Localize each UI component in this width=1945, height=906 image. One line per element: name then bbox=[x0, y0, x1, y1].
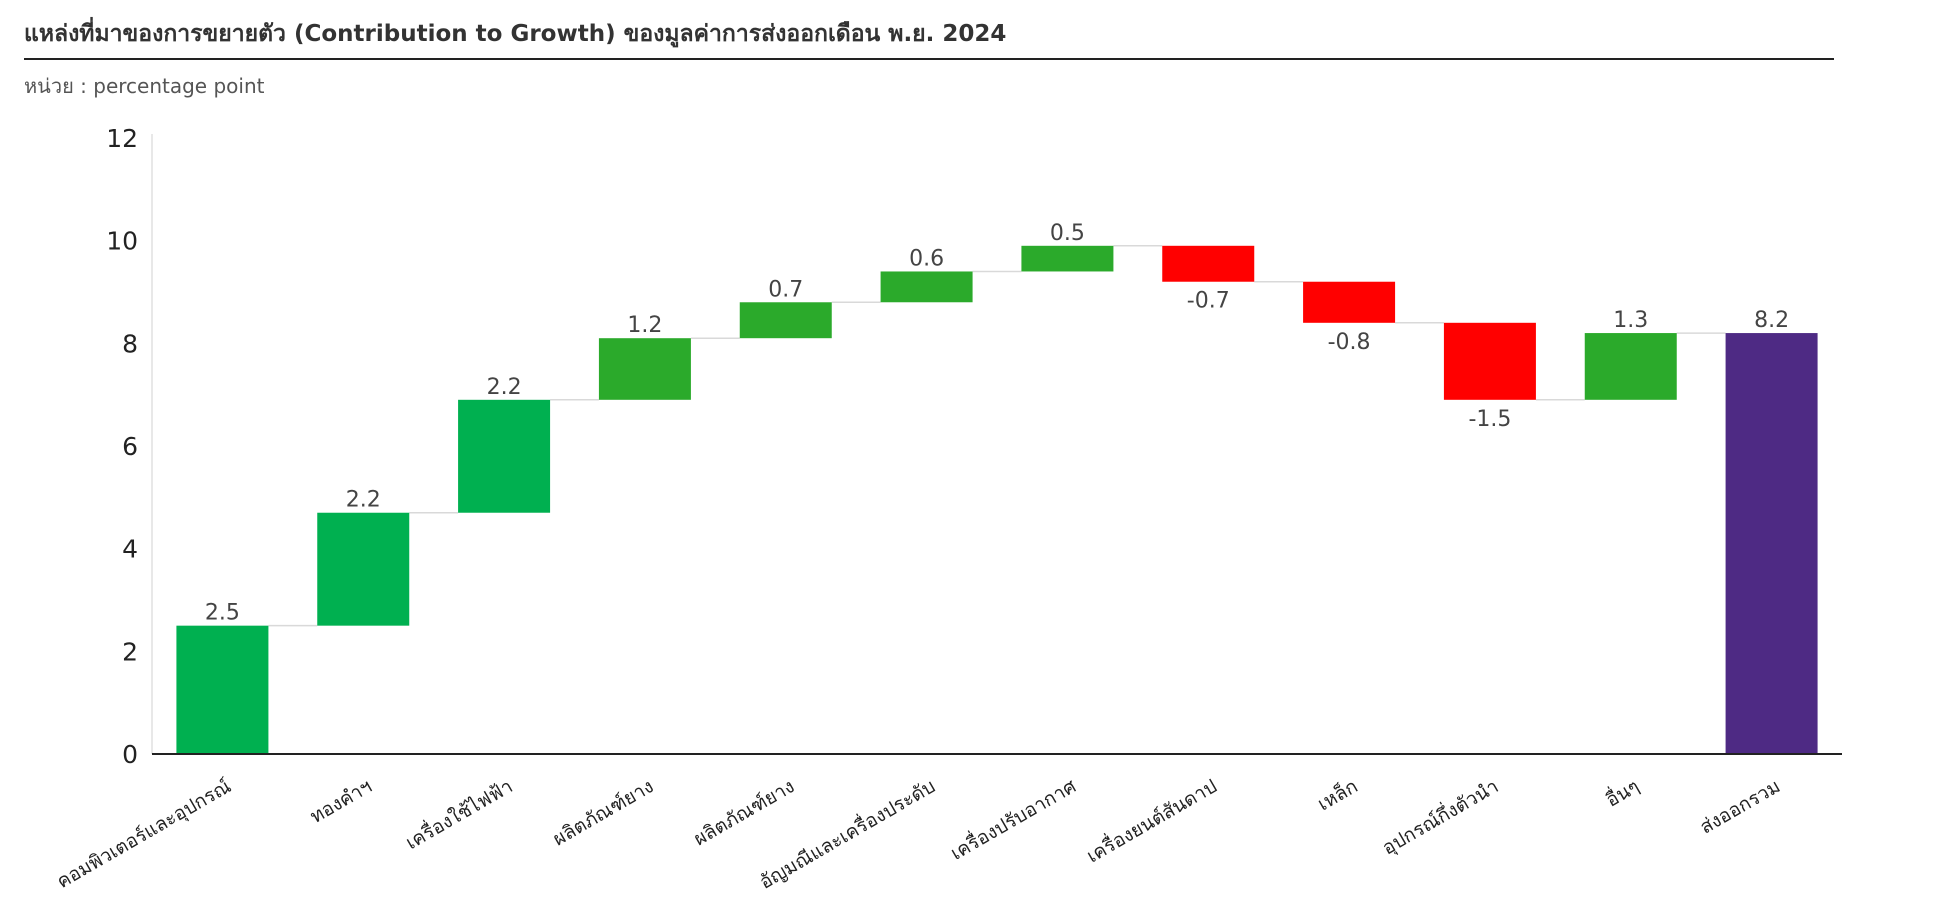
waterfall-bar bbox=[1443, 322, 1536, 400]
x-tick-label: คอมพิวเตอร์และอุปกรณ์ bbox=[53, 775, 235, 894]
waterfall-bar bbox=[598, 338, 691, 400]
waterfall-bar bbox=[1725, 333, 1818, 754]
chart-title: แหล่งที่มาของการขยายตัว (Contribution to… bbox=[24, 21, 1007, 47]
waterfall-bar bbox=[176, 625, 269, 754]
waterfall-bar bbox=[317, 512, 410, 626]
y-tick-label: 4 bbox=[122, 535, 138, 564]
x-tick-label: เครื่องปรับอากาศ bbox=[946, 773, 1080, 865]
x-tick-label: อื่นๆ bbox=[1601, 773, 1643, 812]
x-tick-labels-group: คอมพิวเตอร์และอุปกรณ์ ทองคำฯ เครื่องใช้ไฟฟ… bbox=[53, 773, 1784, 894]
waterfall-bar bbox=[1021, 245, 1114, 272]
x-tick-label: อุปกรณ์กึ่งตัวนำ bbox=[1377, 773, 1503, 861]
y-tick-label: 8 bbox=[122, 329, 138, 358]
y-tick-label: 2 bbox=[122, 637, 138, 666]
y-tick-label: 0 bbox=[122, 740, 138, 769]
x-tick-label: เครื่องใช้ไฟฟ้า bbox=[401, 773, 517, 854]
y-tick-label: 10 bbox=[106, 227, 138, 256]
x-tick-label: ผลิตภัณฑ์ยาง bbox=[690, 775, 798, 850]
x-tick-label: ส่งออกรวม bbox=[1696, 775, 1784, 838]
data-label: -1.5 bbox=[1468, 407, 1511, 432]
x-tick-label: เครื่องยนต์สันดาป bbox=[1082, 773, 1221, 868]
data-label: 2.2 bbox=[346, 488, 381, 513]
data-label: -0.7 bbox=[1187, 289, 1230, 314]
data-label: 1.3 bbox=[1613, 308, 1648, 333]
y-tick-label: 6 bbox=[122, 432, 138, 461]
x-tick-label: ทองคำฯ bbox=[306, 775, 375, 828]
data-labels-group: 2.5 2.2 2.2 1.2 0.7 0.6 0.5 -0.7 -0.8 -1.5 1.3 8.2 bbox=[205, 221, 1789, 626]
waterfall-bar bbox=[1162, 245, 1255, 282]
axes-group: 0 2 4 6 8 10 12 bbox=[106, 124, 1842, 769]
waterfall-bar bbox=[1303, 281, 1396, 323]
waterfall-bar bbox=[1584, 333, 1677, 400]
data-label: 2.5 bbox=[205, 601, 240, 626]
connector-lines bbox=[268, 245, 1726, 627]
waterfall-bar bbox=[880, 271, 973, 303]
x-tick-label: ผลิตภัณฑ์ยาง bbox=[549, 775, 657, 850]
waterfall-bar bbox=[458, 399, 551, 513]
data-label: 0.5 bbox=[1050, 221, 1085, 246]
chart-unit-subtitle: หน่วย : percentage point bbox=[24, 74, 265, 98]
x-tick-label: เหล็ก bbox=[1313, 774, 1362, 816]
data-label: 0.7 bbox=[768, 277, 803, 302]
waterfall-bar bbox=[739, 302, 832, 339]
data-label: 1.2 bbox=[627, 313, 662, 338]
data-label: -0.8 bbox=[1328, 330, 1371, 355]
bars-group bbox=[176, 245, 1818, 754]
data-label: 8.2 bbox=[1754, 308, 1789, 333]
y-tick-label: 12 bbox=[106, 124, 138, 153]
data-label: 0.6 bbox=[909, 246, 944, 271]
data-label: 2.2 bbox=[487, 375, 522, 400]
title-divider bbox=[24, 58, 1834, 60]
